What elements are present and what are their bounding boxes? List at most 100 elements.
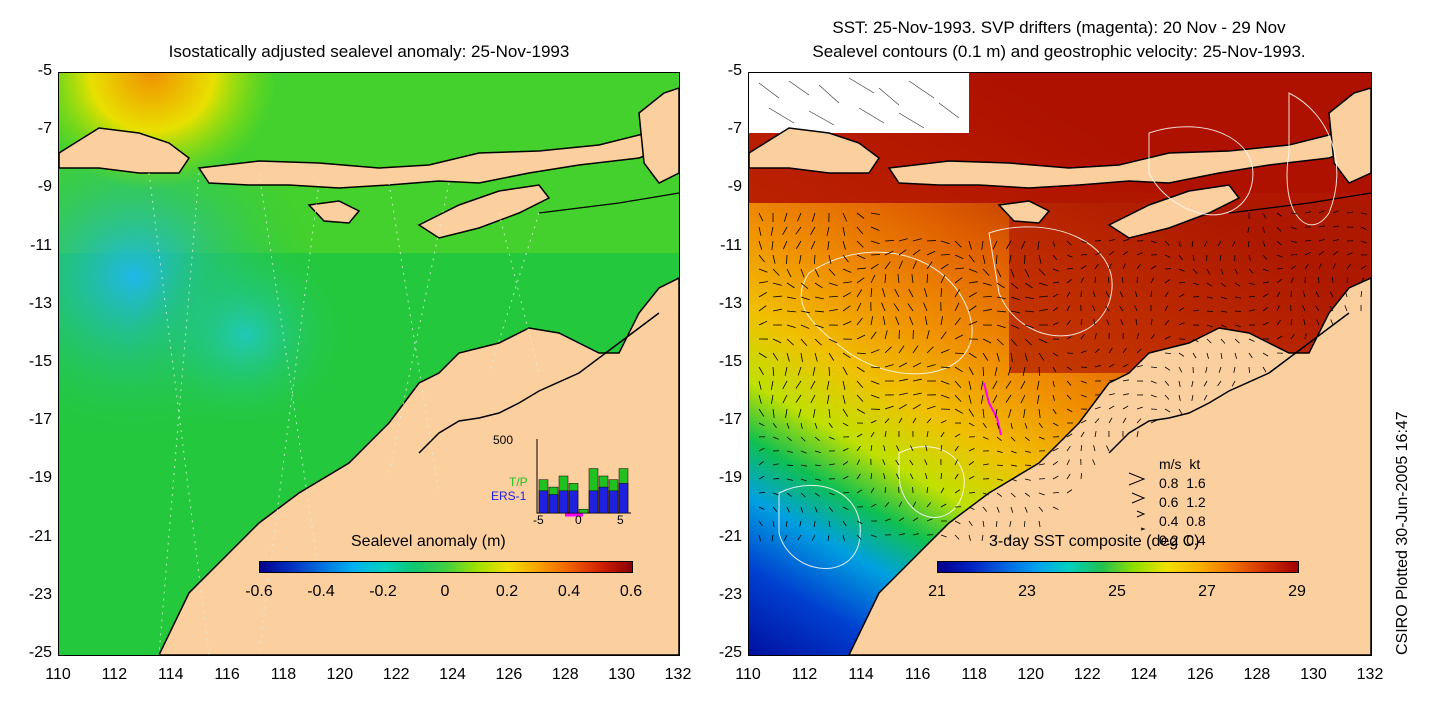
velocity-arrow bbox=[1346, 252, 1353, 256]
right-x-tick-label: 124 bbox=[1130, 666, 1158, 683]
velocity-arrow bbox=[856, 212, 865, 219]
velocity-arrow bbox=[925, 445, 928, 452]
histogram-bar-ers bbox=[618, 483, 629, 514]
velocity-arrow bbox=[1304, 211, 1311, 214]
velocity-arrow bbox=[912, 517, 919, 522]
velocity-arrow bbox=[1080, 431, 1085, 438]
velocity-arrow bbox=[800, 422, 803, 429]
velocity-arrow bbox=[1122, 379, 1129, 382]
velocity-arrow bbox=[842, 226, 846, 236]
velocity-arrow bbox=[1024, 254, 1026, 265]
velocity-arrow bbox=[1234, 296, 1241, 299]
left-x-tick-label: 126 bbox=[495, 666, 523, 683]
velocity-arrow bbox=[996, 324, 1006, 329]
velocity-arrow bbox=[1010, 506, 1014, 513]
velocity-arrow bbox=[1304, 252, 1311, 256]
velocity-arrow bbox=[1024, 296, 1034, 300]
velocity-arrow bbox=[1080, 319, 1083, 326]
velocity-arrow bbox=[842, 212, 848, 222]
left-y-tick-label: -11 bbox=[30, 236, 52, 254]
velocity-arrow bbox=[1080, 350, 1087, 354]
velocity-arrow bbox=[1038, 308, 1048, 312]
velocity-arrow bbox=[1344, 305, 1348, 312]
velocity-arrow bbox=[954, 520, 961, 525]
velocity-arrow bbox=[912, 238, 922, 242]
velocity-arrow bbox=[911, 274, 914, 284]
histogram-xtick-min: -5 bbox=[533, 513, 544, 527]
velocity-arrow bbox=[940, 380, 950, 385]
velocity-arrow bbox=[783, 212, 788, 222]
velocity-arrow bbox=[1024, 282, 1033, 289]
velocity-arrow bbox=[926, 431, 929, 438]
velocity-arrow bbox=[1150, 380, 1157, 384]
velocity-arrow bbox=[895, 316, 900, 326]
velocity-arrow bbox=[870, 394, 880, 399]
right-timor-island bbox=[1107, 184, 1241, 239]
velocity-arrow bbox=[842, 520, 847, 527]
velocity-arrow bbox=[1022, 366, 1026, 376]
velocity-arrow bbox=[1276, 226, 1282, 232]
colorbar-tick-label: 23 bbox=[1018, 583, 1036, 600]
velocity-arrow bbox=[954, 394, 962, 402]
velocity-arrow bbox=[1303, 319, 1306, 326]
velocity-arrow bbox=[1315, 305, 1320, 312]
velocity-arrow bbox=[856, 226, 864, 235]
colorbar-tick-label: 27 bbox=[1198, 583, 1216, 600]
velocity-arrow bbox=[1108, 363, 1115, 368]
velocity-arrow bbox=[1052, 293, 1059, 298]
velocity-arrow bbox=[980, 394, 984, 404]
velocity-arrow bbox=[1290, 319, 1293, 326]
velocity-arrow bbox=[884, 431, 887, 438]
velocity-arrow bbox=[940, 445, 943, 452]
velocity-arrow bbox=[954, 489, 961, 494]
velocity-arrow bbox=[870, 366, 880, 369]
velocity-arrow bbox=[898, 517, 905, 522]
velocity-arrow bbox=[785, 408, 788, 418]
velocity-arrow bbox=[758, 491, 766, 494]
velocity-arrow bbox=[995, 520, 998, 528]
velocity-arrow bbox=[1135, 319, 1138, 326]
velocity-arrow bbox=[786, 422, 790, 429]
velocity-arrow bbox=[870, 316, 874, 326]
velocity-arrow bbox=[940, 534, 947, 538]
left-java-island bbox=[59, 127, 191, 174]
velocity-arrow bbox=[1105, 305, 1110, 312]
right-x-tick-label: 114 bbox=[848, 666, 874, 683]
right-x-tick-label: 132 bbox=[1356, 666, 1384, 683]
velocity-arrow bbox=[786, 352, 790, 362]
velocity-arrow bbox=[870, 380, 880, 385]
velocity-arrow bbox=[1232, 240, 1236, 247]
velocity-arrow bbox=[968, 380, 972, 390]
velocity-arrow bbox=[1262, 268, 1269, 272]
velocity-arrow bbox=[954, 433, 961, 438]
left-y-tick-label: -9 bbox=[37, 178, 52, 196]
velocity-arrow bbox=[1020, 240, 1026, 250]
velocity-arrow bbox=[782, 226, 788, 236]
velocity-arrow bbox=[1038, 463, 1045, 466]
velocity-arrow bbox=[898, 404, 907, 410]
velocity-arrow bbox=[968, 352, 977, 359]
velocity-arrow bbox=[772, 520, 775, 527]
velocity-arrow bbox=[1234, 268, 1239, 275]
velocity-arrow bbox=[968, 240, 972, 250]
velocity-arrow bbox=[954, 254, 964, 260]
velocity-arrow bbox=[1164, 320, 1170, 326]
velocity-arrow bbox=[1150, 394, 1157, 398]
velocity-arrow bbox=[870, 287, 873, 298]
velocity-arrow bbox=[1290, 212, 1297, 215]
velocity-arrow bbox=[1203, 394, 1208, 401]
velocity-arrow bbox=[856, 408, 865, 414]
colorbar-tick-label: 25 bbox=[1108, 583, 1126, 600]
velocity-arrow bbox=[786, 324, 796, 329]
velocity-arrow bbox=[1136, 252, 1143, 256]
velocity-arrow bbox=[782, 240, 788, 250]
right-y-tick-label: -23 bbox=[718, 585, 742, 603]
velocity-arrow bbox=[1066, 267, 1074, 270]
velocity-arrow bbox=[828, 408, 831, 418]
velocity-arrow bbox=[1052, 380, 1055, 387]
velocity-arrow bbox=[1262, 281, 1269, 284]
velocity-arrow bbox=[898, 249, 907, 256]
velocity-arrow bbox=[799, 520, 802, 527]
velocity-arrow bbox=[842, 422, 849, 427]
velocity-arrow bbox=[814, 436, 820, 442]
